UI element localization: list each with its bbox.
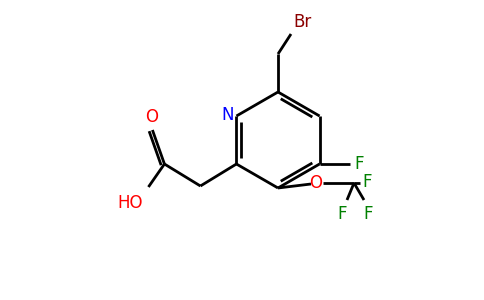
Text: F: F	[363, 205, 373, 223]
Text: Br: Br	[293, 13, 311, 31]
Text: F: F	[337, 205, 347, 223]
Text: F: F	[355, 155, 364, 173]
Text: O: O	[145, 108, 158, 126]
Text: O: O	[309, 174, 322, 192]
Text: F: F	[362, 173, 372, 191]
Text: N: N	[221, 106, 233, 124]
Text: HO: HO	[117, 194, 142, 212]
